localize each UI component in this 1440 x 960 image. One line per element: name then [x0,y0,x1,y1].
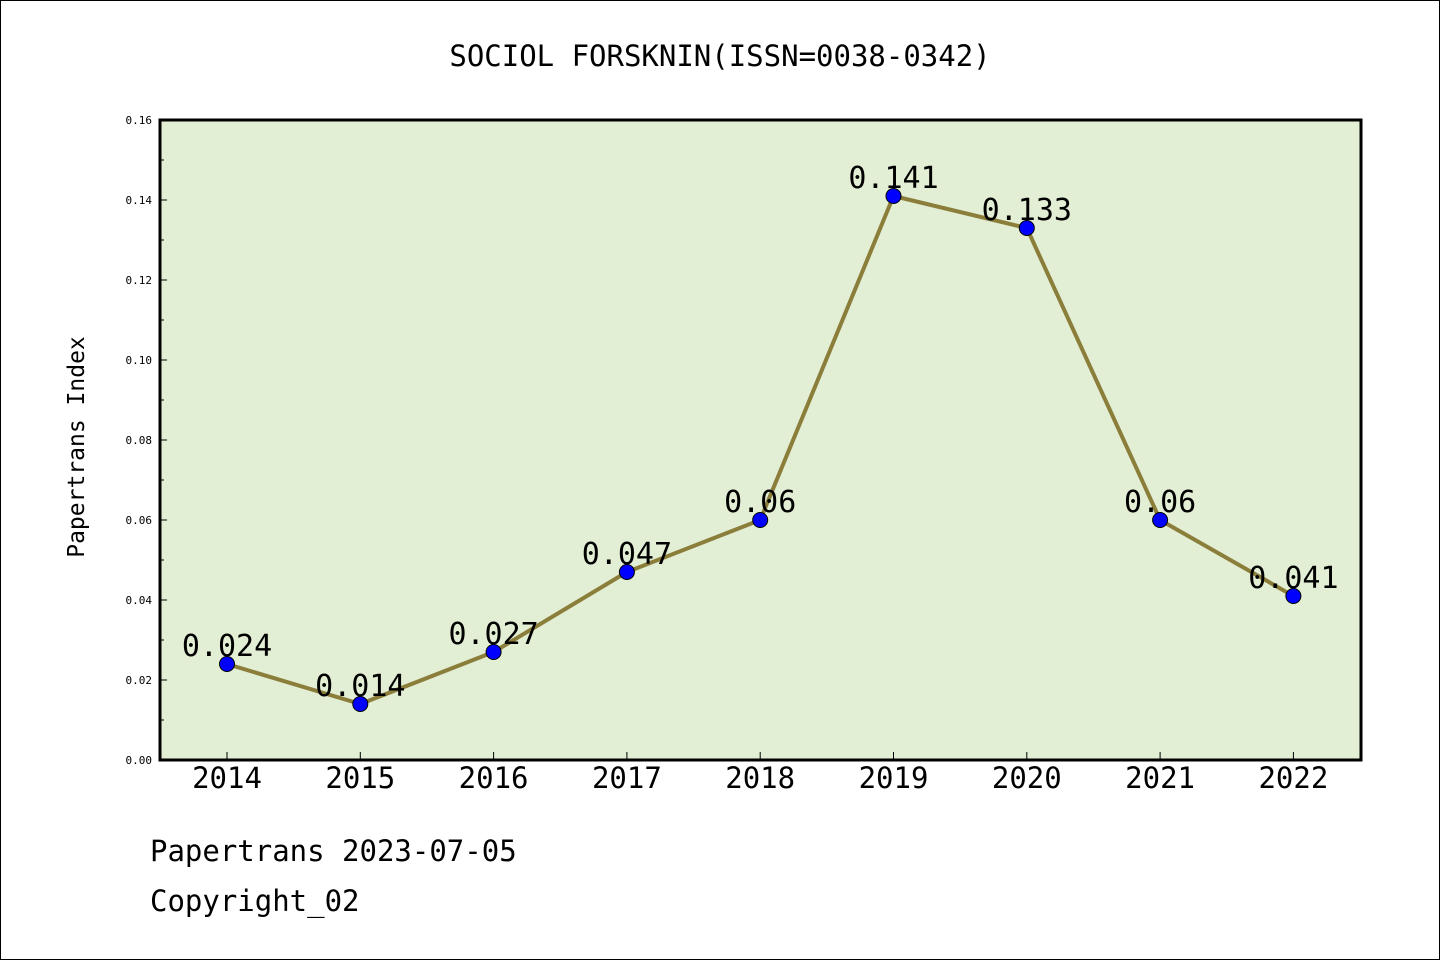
y-axis-ticks: 0.00 0.02 0.04 0.06 0.08 0.10 0.12 0.14 0.16 [126,114,167,767]
data-point [752,512,769,528]
footer-copyright: Copyright_02 [150,884,360,918]
y-axis-label: Papertrans Index [64,336,90,558]
data-point [885,188,902,204]
data-point [1285,588,1302,604]
y-tick-label: 0.14 [126,194,153,207]
data-point [1152,512,1169,528]
data-point [485,644,502,660]
data-point [618,564,635,580]
x-tick-label: 2021 [1125,761,1195,795]
x-tick-label: 2016 [459,761,529,795]
data-label: 0.06 [1124,485,1196,520]
data-label: 0.041 [1248,561,1338,596]
x-tick-label: 2018 [725,761,795,795]
x-tick-label: 2014 [192,761,262,795]
y-tick-label: 0.02 [126,674,153,687]
y-tick-label: 0.06 [126,514,153,527]
x-tick-label: 2015 [325,761,395,795]
data-label: 0.024 [182,629,272,664]
x-tick-label: 2020 [992,761,1062,795]
y-tick-label: 0.04 [126,594,153,607]
data-label: 0.141 [848,161,938,196]
x-tick-label: 2017 [592,761,662,795]
chart-title: SOCIOL FORSKNIN(ISSN=0038-0342) [449,39,990,73]
x-tick-label: 2022 [1258,761,1328,795]
data-point [1018,220,1035,236]
data-point [352,696,369,712]
footer-date: Papertrans 2023-07-05 [150,834,517,868]
data-label: 0.047 [582,537,672,572]
y-tick-label: 0.08 [126,434,153,447]
x-tick-label: 2019 [859,761,929,795]
data-label: 0.133 [982,193,1072,228]
data-point [219,656,235,672]
y-tick-label: 0.10 [126,354,153,367]
data-label: 0.027 [448,617,538,652]
y-tick-label: 0.00 [126,754,153,767]
y-tick-label: 0.12 [126,274,153,287]
data-label: 0.014 [315,669,405,704]
data-points [219,188,1302,712]
x-axis-ticks: 2014 2015 2016 2017 2018 2019 2020 2021 2022 [192,752,1328,795]
data-label: 0.06 [724,485,796,520]
data-labels: 0.024 0.014 0.027 0.047 0.06 0.141 0.133 0.06 0.… [182,161,1339,704]
y-tick-label: 0.16 [126,114,153,127]
plot-area [158,118,1363,762]
